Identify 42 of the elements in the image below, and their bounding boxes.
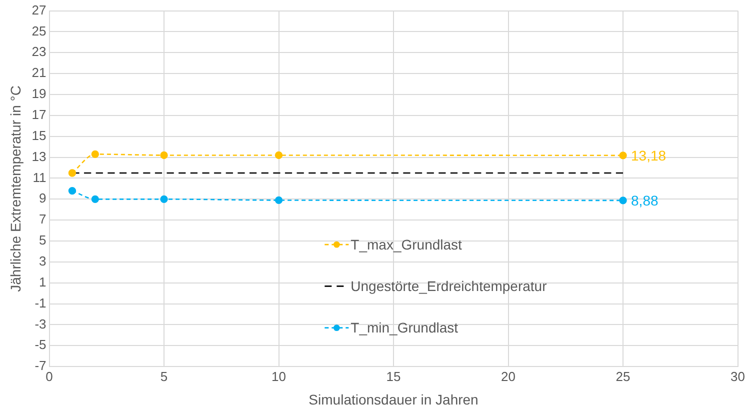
y-axis-title: Jährliche Extremtemperatur in °C (7, 86, 24, 292)
point (68, 186, 76, 195)
x-tick-label: 10 (272, 368, 286, 384)
point (91, 150, 100, 158)
y-tick-label: 3 (39, 254, 46, 269)
point (91, 195, 100, 204)
x-tick-label: 15 (386, 368, 401, 384)
data-label: 8,88 (631, 192, 658, 208)
point (160, 151, 168, 160)
y-tick-label: 1 (39, 274, 46, 290)
y-tick-label: 15 (32, 128, 46, 143)
point (274, 151, 283, 160)
y-tick-label: 25 (32, 23, 46, 38)
point (160, 195, 168, 204)
y-tick-label: -1 (34, 295, 46, 310)
legend-label: T_min_Grundlast (350, 320, 458, 336)
y-tick-label: 9 (39, 190, 46, 206)
point (619, 152, 627, 160)
y-tick-label: -7 (34, 358, 46, 374)
data-label: 13,18 (631, 147, 666, 164)
point (68, 169, 76, 177)
y-tick-label: -5 (34, 337, 46, 352)
point (274, 196, 283, 204)
x-tick-label: 25 (616, 368, 630, 384)
y-tick-label: 5 (39, 232, 46, 248)
y-tick-label: 17 (32, 107, 46, 122)
y-tick-label: 13 (32, 148, 46, 164)
y-tick-label: 23 (32, 44, 46, 60)
y-tick-label: -3 (34, 316, 46, 332)
x-tick-label: 30 (730, 368, 746, 384)
x-tick-label: 0 (46, 368, 53, 384)
point (619, 196, 627, 204)
x-tick-label: 5 (160, 368, 168, 384)
x-axis-title: Simulationsdauer in Jahren (308, 391, 478, 408)
y-tick-label: 21 (32, 65, 46, 80)
y-tick-label: 27 (32, 2, 46, 18)
y-tick-label: 11 (32, 170, 46, 185)
x-tick-label: 20 (501, 368, 516, 384)
legend-label: T_max_Grundlast (350, 236, 462, 252)
legend-label: Ungestörte_Erdreichtemperatur (350, 278, 548, 294)
y-tick-label: 7 (39, 212, 46, 227)
y-tick-label: 19 (32, 86, 46, 102)
